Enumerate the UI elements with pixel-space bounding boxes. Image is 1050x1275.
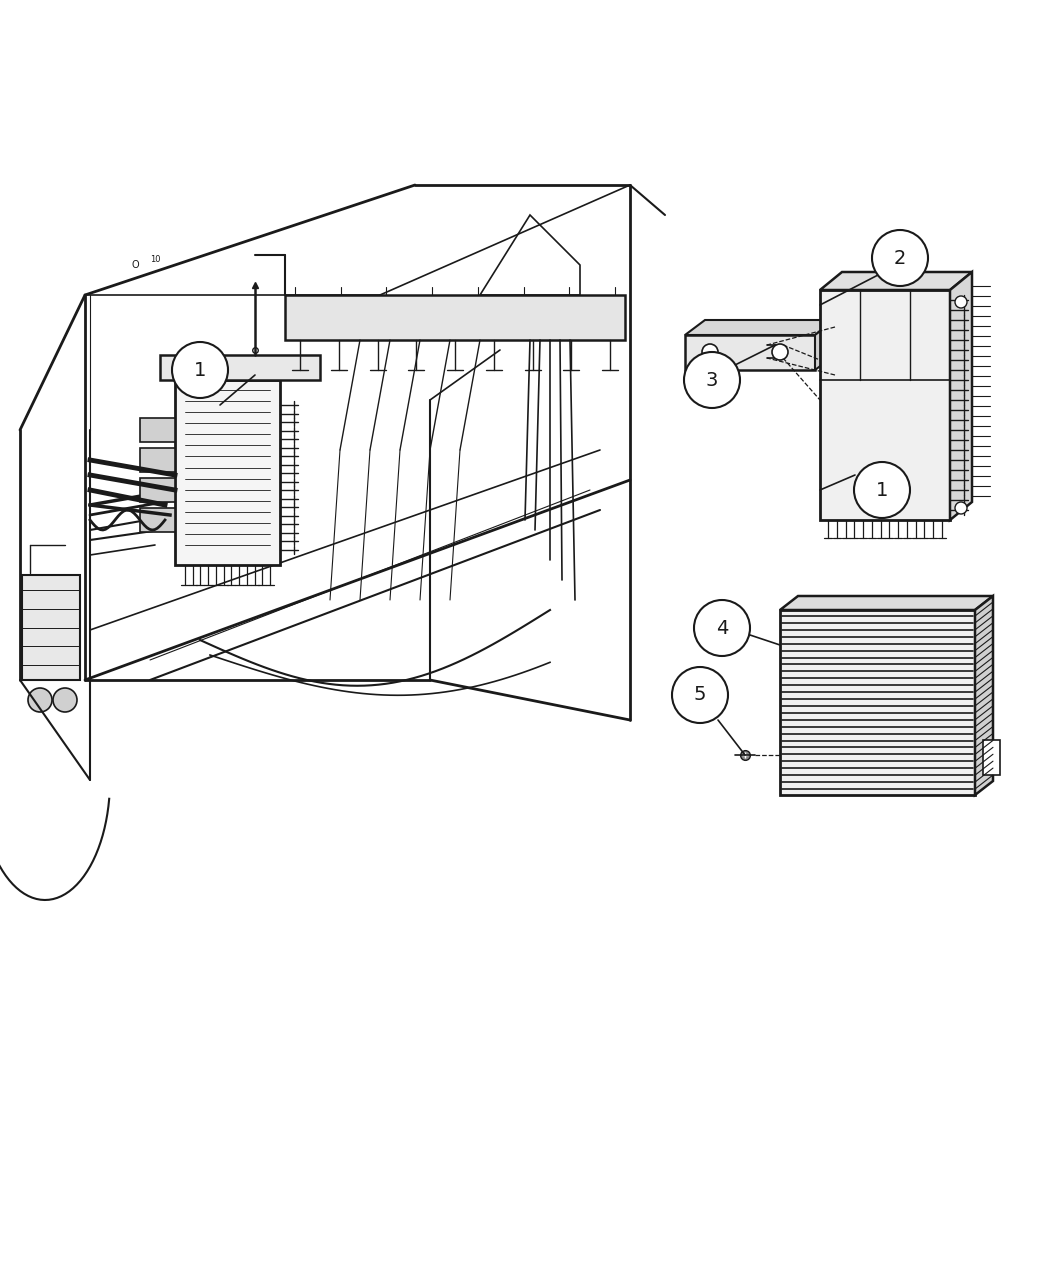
Polygon shape [22, 575, 80, 680]
Circle shape [956, 296, 967, 309]
Polygon shape [140, 448, 175, 472]
Text: 3: 3 [706, 371, 718, 389]
Circle shape [28, 688, 52, 711]
Polygon shape [160, 354, 320, 380]
Polygon shape [983, 740, 1000, 775]
Text: O: O [131, 260, 139, 270]
Circle shape [672, 667, 728, 723]
Polygon shape [975, 595, 993, 796]
Polygon shape [140, 478, 175, 502]
Circle shape [684, 352, 740, 408]
Polygon shape [780, 595, 993, 609]
Circle shape [52, 688, 77, 711]
Polygon shape [950, 272, 972, 520]
Text: 1: 1 [194, 361, 206, 380]
Polygon shape [285, 295, 625, 340]
Circle shape [854, 462, 910, 518]
Polygon shape [820, 289, 950, 520]
Polygon shape [820, 272, 972, 289]
Polygon shape [685, 320, 835, 335]
Circle shape [694, 601, 750, 657]
Text: 10: 10 [150, 255, 161, 264]
Text: 1: 1 [876, 481, 888, 500]
Polygon shape [685, 335, 815, 370]
Text: 4: 4 [716, 618, 729, 638]
Circle shape [172, 342, 228, 398]
Circle shape [956, 502, 967, 514]
Polygon shape [140, 418, 175, 442]
Circle shape [702, 344, 718, 360]
Text: 5: 5 [694, 686, 707, 705]
Circle shape [872, 230, 928, 286]
Text: 2: 2 [894, 249, 906, 268]
Circle shape [772, 344, 788, 360]
Polygon shape [815, 320, 835, 370]
Polygon shape [780, 609, 975, 796]
Polygon shape [140, 507, 175, 532]
Polygon shape [175, 380, 280, 565]
